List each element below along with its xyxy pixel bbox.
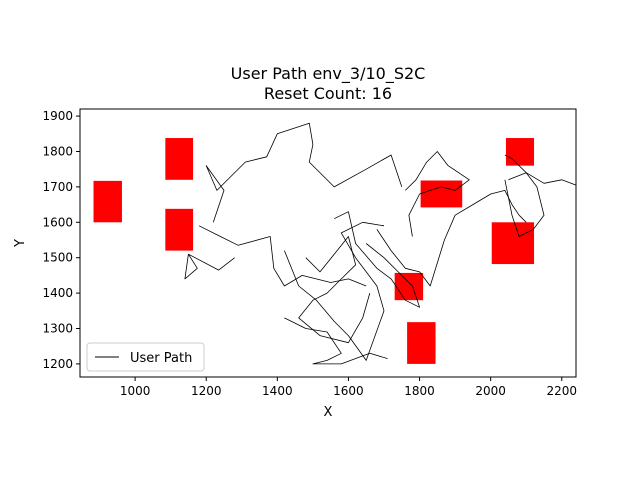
chart-subtitle: Reset Count: 16 xyxy=(264,84,392,103)
obstacle-6 xyxy=(407,322,436,364)
x-tick-label-1600: 1600 xyxy=(333,384,364,398)
x-tick-label-1200: 1200 xyxy=(191,384,222,398)
obstacle-8 xyxy=(491,222,535,265)
user-path-segment-9 xyxy=(508,172,577,186)
legend: User Path xyxy=(86,342,205,372)
legend-box xyxy=(86,342,205,372)
user-path-segment-2 xyxy=(198,225,367,287)
x-axis-label: X xyxy=(324,405,333,420)
x-tick-label-1800: 1800 xyxy=(404,384,435,398)
plot-frame xyxy=(79,108,577,378)
y-tick-label-1900: 1900 xyxy=(42,109,73,123)
user-path-segment-3 xyxy=(205,122,403,223)
x-tick-label-1400: 1400 xyxy=(262,384,293,398)
obstacle-1 xyxy=(93,180,122,223)
x-tick-label-1000: 1000 xyxy=(120,384,151,398)
y-tick-label-1700: 1700 xyxy=(42,180,73,194)
x-tick-label-2000: 2000 xyxy=(475,384,506,398)
legend-label-user-path: User Path xyxy=(130,351,192,366)
x-axis-ticks: 1000 1200 1400 1600 1800 2000 2200 xyxy=(120,377,577,398)
x-tick-label-2200: 2200 xyxy=(547,384,578,398)
user-path-segment-6 xyxy=(334,211,420,308)
y-axis-ticks: 1200 1300 1400 1500 1600 1700 1800 1900 xyxy=(42,109,80,371)
y-tick-label-1500: 1500 xyxy=(42,251,73,265)
user-path-segment-4 xyxy=(284,221,385,361)
y-tick-label-1600: 1600 xyxy=(42,215,73,229)
obstacle-2 xyxy=(165,138,194,180)
y-axis-label: Y xyxy=(13,239,28,248)
y-tick-label-1200: 1200 xyxy=(42,357,73,371)
obstacle-3 xyxy=(165,208,194,251)
obstacle-5 xyxy=(420,180,463,208)
obstacle-4 xyxy=(394,272,424,301)
chart-title: User Path env_3/10_S2C xyxy=(231,64,426,84)
y-tick-label-1400: 1400 xyxy=(42,286,73,300)
obstacles-layer xyxy=(93,138,535,364)
y-tick-label-1800: 1800 xyxy=(42,144,73,158)
user-path-segment-10 xyxy=(504,154,545,237)
user-path-segment-8 xyxy=(405,151,470,237)
user-path-segment-11 xyxy=(284,317,388,365)
user-path-segment-7 xyxy=(376,190,527,287)
y-tick-label-1300: 1300 xyxy=(42,321,73,335)
user-path-segment-1 xyxy=(184,253,235,280)
user-path-layer xyxy=(184,122,577,365)
obstacle-7 xyxy=(505,138,535,166)
user-path-segment-5 xyxy=(298,236,371,344)
